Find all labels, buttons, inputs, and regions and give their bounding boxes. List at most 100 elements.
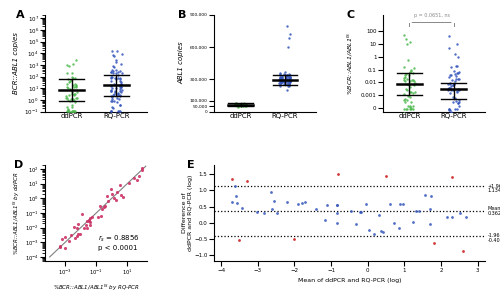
Point [56, 244, 64, 249]
Point [402, 72, 410, 76]
Point [98, 213, 106, 218]
Point [430, 240, 438, 245]
Point [70, 91, 78, 96]
Point [114, 91, 122, 96]
Point [62, 85, 70, 90]
Point [116, 114, 124, 119]
Point [237, 103, 245, 108]
Point [455, 99, 463, 104]
Point [453, 107, 461, 111]
Point [260, 211, 268, 216]
Point [400, 92, 408, 97]
Point [400, 97, 408, 102]
Point [406, 107, 413, 111]
Point [286, 32, 294, 37]
Point [234, 102, 242, 107]
Point [404, 73, 412, 78]
Point [236, 102, 244, 107]
Point [231, 102, 239, 107]
Point [70, 84, 78, 89]
Text: p = 0.0651, ns: p = 0.0651, ns [414, 13, 450, 18]
Point [72, 84, 80, 89]
Point [404, 94, 412, 99]
Point [61, 234, 69, 239]
Point [109, 70, 117, 75]
Point [112, 75, 120, 80]
Point [396, 201, 404, 206]
Point [454, 77, 462, 81]
Point [284, 83, 292, 88]
Point [284, 76, 292, 81]
Point [459, 249, 467, 253]
Point [400, 75, 408, 80]
Point [114, 70, 122, 75]
Point [446, 108, 454, 112]
Point [66, 108, 74, 113]
Point [286, 75, 294, 80]
Point [108, 86, 116, 90]
Point [446, 119, 454, 124]
Point [462, 215, 469, 219]
Point [108, 95, 116, 100]
Point [238, 103, 246, 108]
Point [444, 88, 452, 93]
Point [422, 193, 430, 198]
Point [130, 175, 138, 180]
Point [403, 76, 411, 81]
Point [285, 36, 293, 41]
Point [282, 79, 290, 84]
Point [72, 57, 80, 62]
Point [400, 75, 408, 80]
Point [64, 86, 72, 91]
Point [74, 222, 82, 227]
Point [332, 203, 340, 207]
Point [403, 98, 411, 102]
Point [108, 83, 116, 88]
Point [278, 78, 285, 83]
Point [86, 223, 94, 228]
Point [276, 76, 284, 80]
Point [112, 60, 120, 64]
Point [76, 232, 84, 236]
Point [276, 72, 284, 77]
Point [454, 88, 462, 93]
Point [406, 104, 414, 108]
Point [235, 103, 243, 108]
Point [283, 73, 291, 78]
Point [114, 92, 122, 97]
Point [117, 192, 125, 197]
Point [68, 91, 76, 96]
Point [446, 80, 454, 85]
Point [456, 77, 464, 82]
Point [138, 168, 146, 173]
Point [284, 76, 292, 81]
Point [232, 103, 239, 108]
Point [237, 104, 245, 109]
Point [447, 87, 455, 92]
Point [323, 202, 331, 207]
Point [312, 207, 320, 211]
Point [446, 85, 454, 90]
Point [238, 102, 246, 107]
Point [236, 103, 244, 108]
Point [405, 82, 413, 87]
Point [111, 89, 119, 94]
Point [278, 76, 286, 81]
Point [286, 78, 294, 83]
Point [454, 89, 462, 93]
Point [241, 103, 249, 108]
Text: C: C [347, 10, 355, 20]
Point [401, 78, 409, 83]
Point [277, 75, 285, 80]
Point [242, 102, 250, 106]
Point [450, 68, 458, 73]
Point [68, 74, 76, 79]
Point [408, 78, 416, 83]
Point [284, 84, 292, 89]
Point [444, 107, 452, 111]
Point [280, 78, 288, 83]
Point [104, 199, 112, 203]
Point [426, 206, 434, 211]
Point [107, 83, 115, 88]
Point [445, 86, 453, 91]
